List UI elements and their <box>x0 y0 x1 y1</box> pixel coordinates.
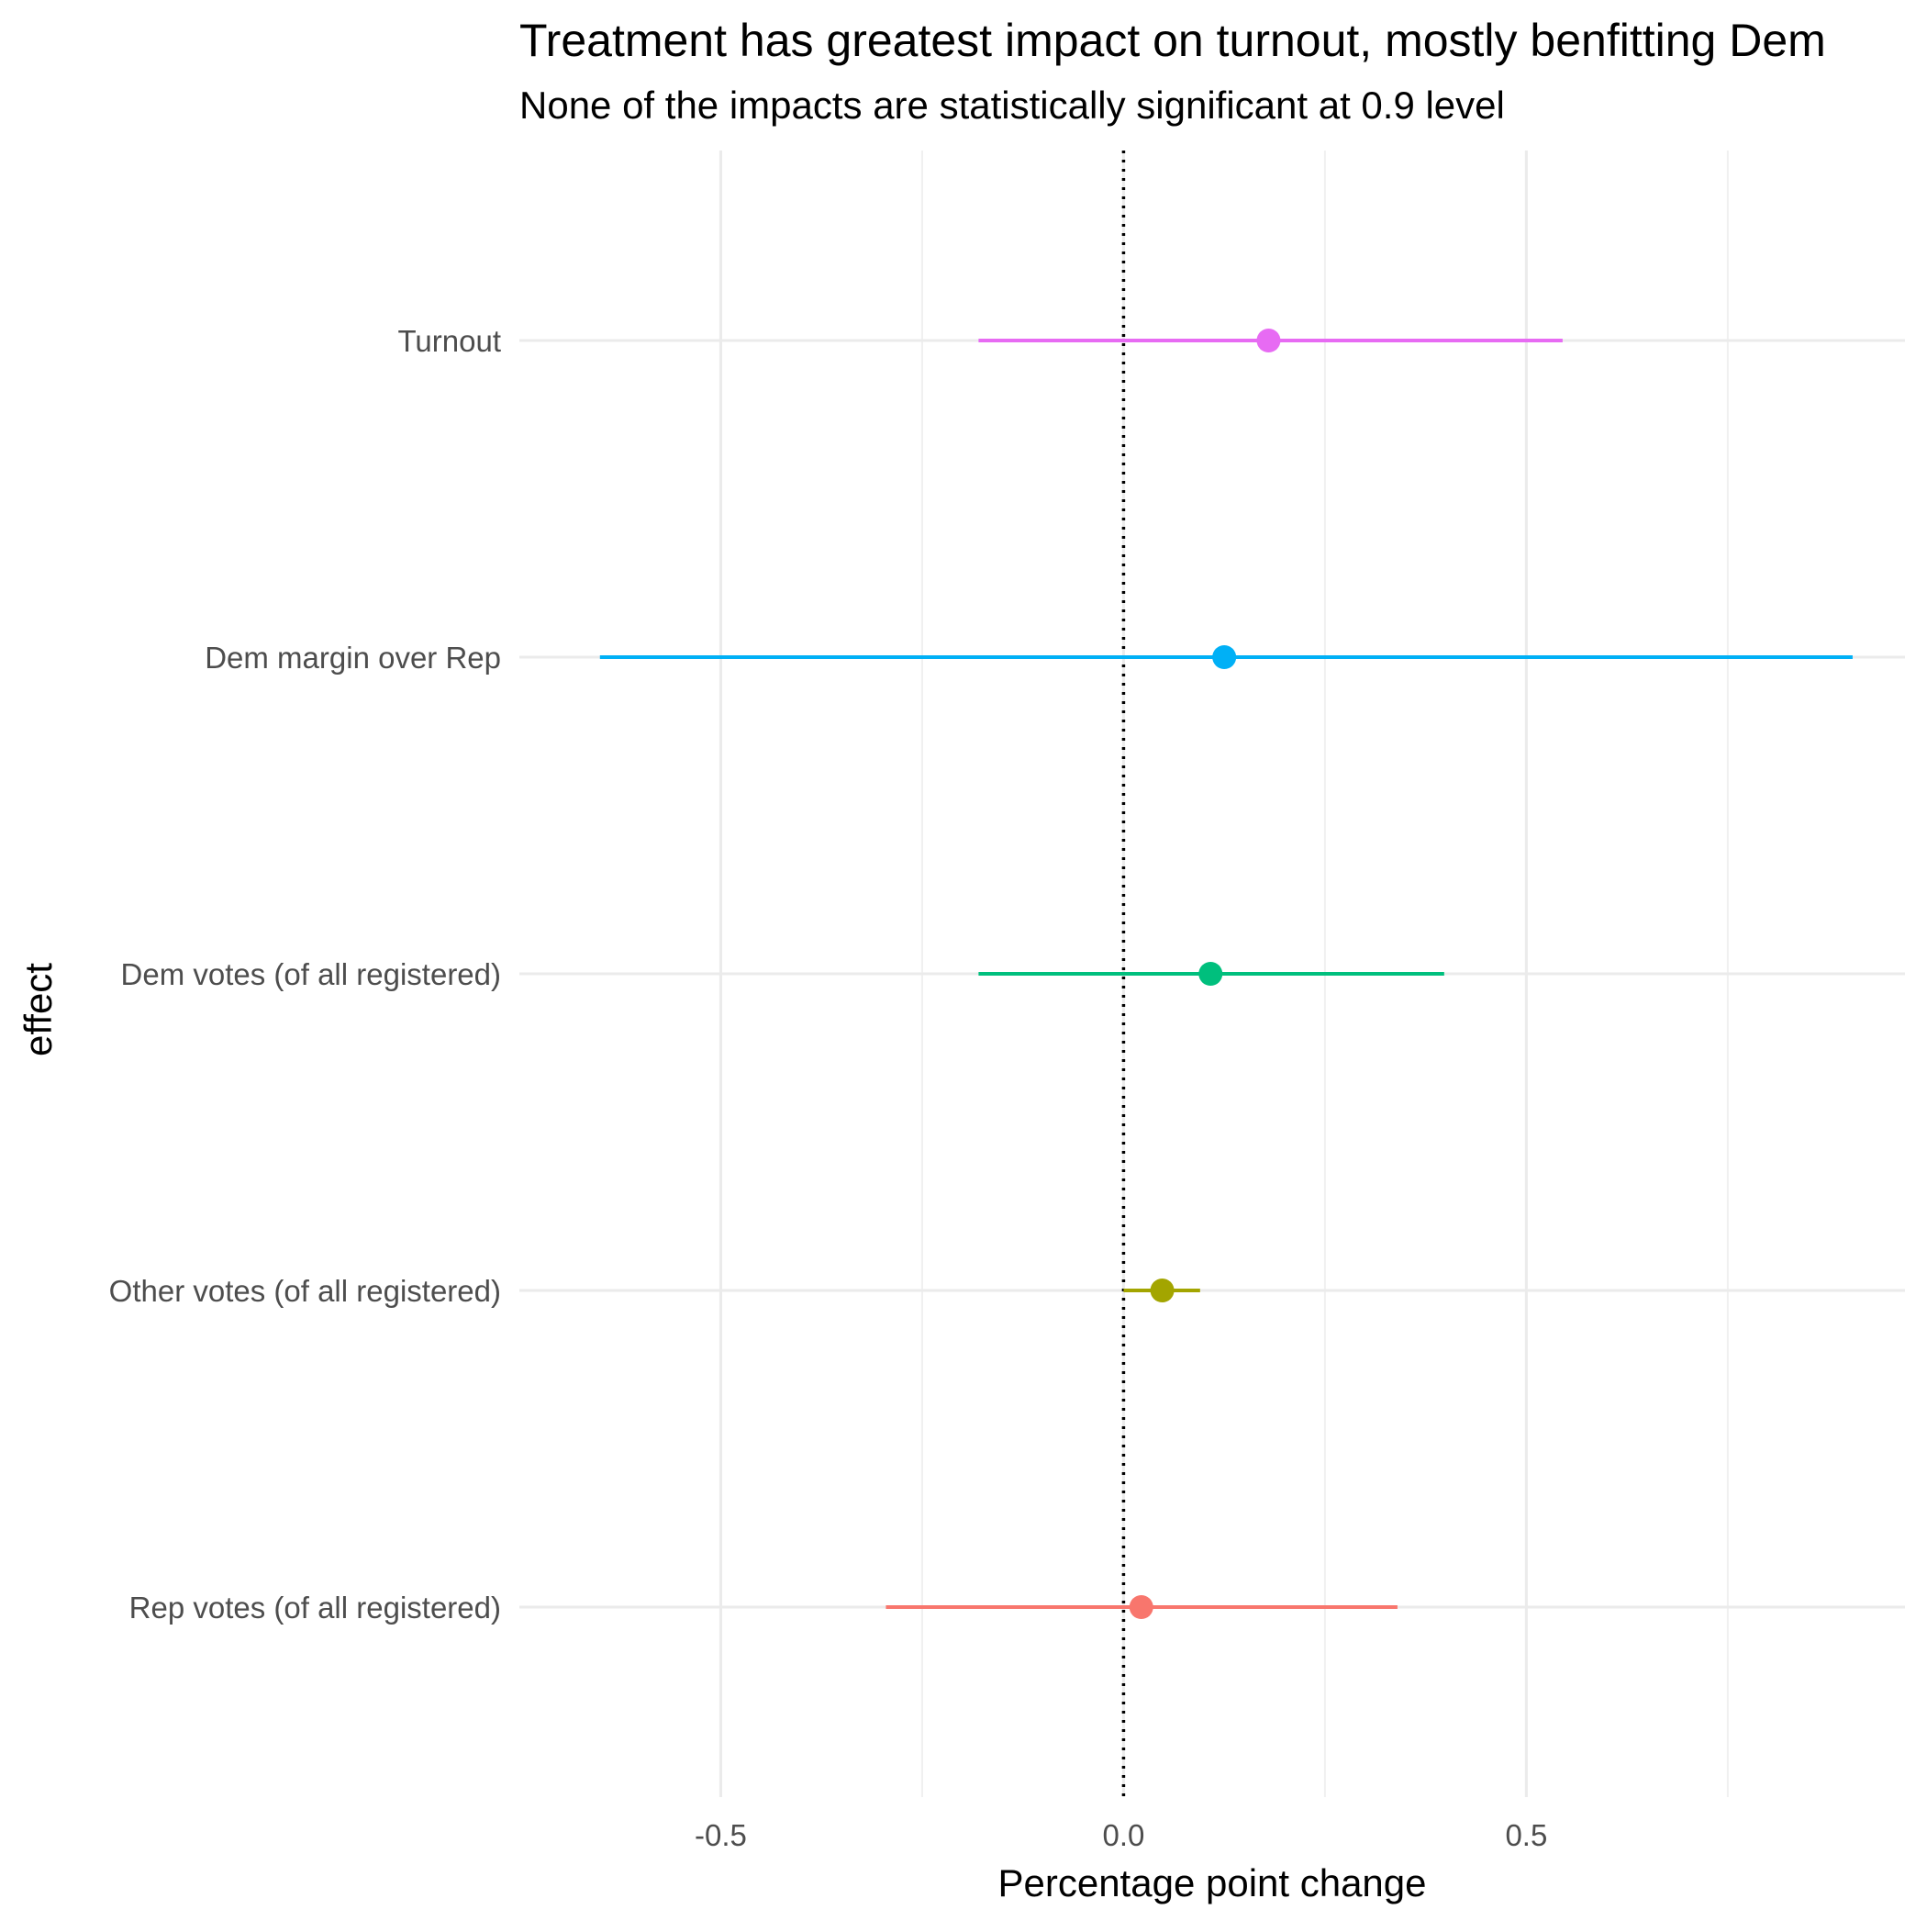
x-tick-label: 0.0 <box>1102 1818 1144 1852</box>
estimate-point <box>1150 1279 1175 1302</box>
estimate-point <box>1212 645 1237 669</box>
y-tick-label: Turnout <box>397 324 501 358</box>
y-tick-label: Other votes (of all registered) <box>109 1274 501 1308</box>
chart-subtitle: None of the impacts are statistically si… <box>519 84 1505 127</box>
estimate-point <box>1129 1595 1153 1619</box>
estimate-point <box>1198 962 1223 986</box>
x-axis-title: Percentage point change <box>997 1861 1426 1904</box>
x-tick-label: -0.5 <box>695 1818 747 1852</box>
y-tick-label: Rep votes (of all registered) <box>129 1591 501 1625</box>
y-axis-title: effect <box>17 963 60 1056</box>
labels-layer: -0.5 0.0 0.5 Turnout Dem margin over Rep Dem … <box>109 324 1548 1852</box>
marks-layer <box>599 329 1853 1619</box>
chart-title: Treatment has greatest impact on turnout… <box>519 15 1826 66</box>
y-tick-label: Dem margin over Rep <box>205 641 501 675</box>
x-tick-label: 0.5 <box>1505 1818 1547 1852</box>
estimate-point <box>1256 329 1281 352</box>
y-tick-label: Dem votes (of all registered) <box>121 957 501 991</box>
